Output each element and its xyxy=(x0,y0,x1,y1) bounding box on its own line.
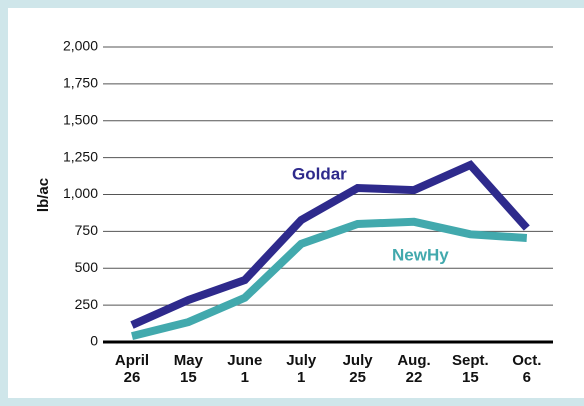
y-tick-label: 0 xyxy=(90,333,98,349)
x-tick-label: Oct. xyxy=(512,352,541,369)
y-tick-label: 1,500 xyxy=(63,111,98,127)
series-line xyxy=(131,217,528,340)
x-tick-label: 22 xyxy=(406,369,423,386)
x-tick-label: May xyxy=(174,352,204,369)
x-tick-label: June xyxy=(227,352,262,369)
x-tick-label: April xyxy=(115,352,149,369)
plot-background xyxy=(8,8,584,398)
series-line xyxy=(130,160,530,329)
series-label: Goldar xyxy=(292,164,347,183)
y-tick-label: 1,750 xyxy=(63,75,98,91)
x-tick-label: 1 xyxy=(241,369,249,386)
x-tick-label: 15 xyxy=(462,369,479,386)
y-tick-label: 750 xyxy=(75,222,99,238)
x-tick-label: Sept. xyxy=(452,352,489,369)
y-tick-label: 2,000 xyxy=(63,38,98,54)
x-tick-label: 6 xyxy=(523,369,531,386)
y-tick-label: 500 xyxy=(75,259,99,275)
y-axis-label: lb/ac xyxy=(35,178,52,212)
x-tick-label: 26 xyxy=(124,369,141,386)
y-tick-label: 1,000 xyxy=(63,185,98,201)
x-tick-label: 15 xyxy=(180,369,197,386)
x-tick-label: 1 xyxy=(297,369,305,386)
x-tick-label: Aug. xyxy=(397,352,430,369)
x-tick-label: July xyxy=(286,352,317,369)
y-tick-label: 250 xyxy=(75,296,99,312)
x-tick-label: July xyxy=(343,352,374,369)
x-tick-label: 25 xyxy=(349,369,366,386)
series-label: NewHy xyxy=(392,245,449,264)
y-tick-label: 1,250 xyxy=(63,148,98,164)
